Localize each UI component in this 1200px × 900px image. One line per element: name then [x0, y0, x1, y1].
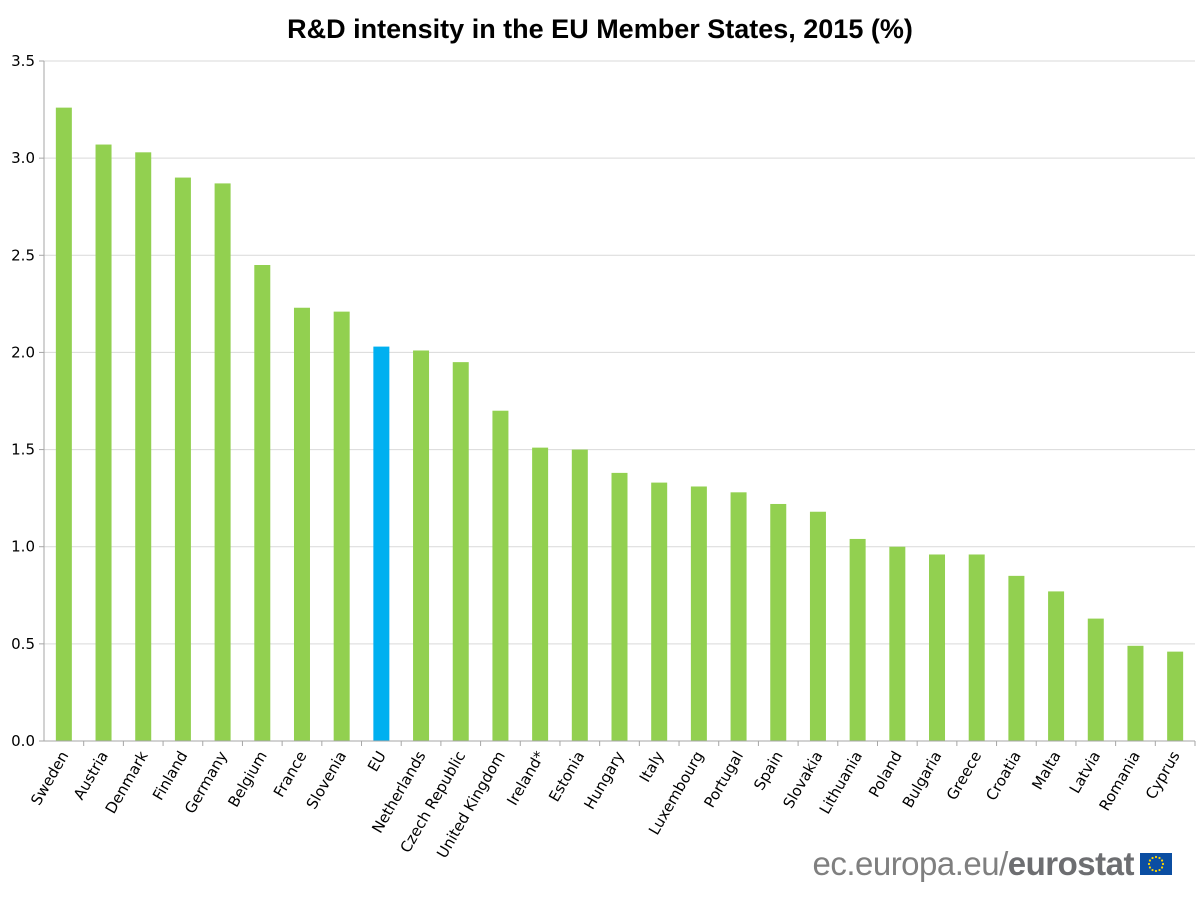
bar-latvia	[1087, 618, 1104, 741]
bar-slovakia	[809, 511, 826, 741]
bar-croatia	[1008, 575, 1025, 741]
bar-denmark	[135, 152, 152, 742]
bars	[55, 107, 1184, 742]
flag-star	[1148, 866, 1152, 869]
x-tick-label: Ireland*	[503, 748, 549, 809]
y-tick-label: 2.5	[11, 246, 35, 264]
brand-name: eurostat	[1007, 845, 1135, 882]
x-tick-label: Spain	[750, 748, 787, 793]
bar-finland	[174, 177, 191, 742]
y-tick-labels: 0.0 0.5 1.0 1.5 2.0 2.5 3.0 3.5	[11, 52, 35, 750]
flag-star	[1154, 855, 1158, 859]
bar-united-kingdom	[492, 410, 509, 741]
x-tick-label: Estonia	[545, 748, 588, 805]
chart-title: R&D intensity in the EU Member States, 2…	[287, 14, 913, 44]
flag-star	[1147, 862, 1151, 866]
bar-slovenia	[333, 311, 350, 741]
y-tick-label: 3.5	[11, 52, 35, 70]
bar-italy	[651, 482, 668, 741]
y-tick-label: 0.5	[11, 635, 35, 653]
eu-flag-icon	[1140, 853, 1172, 875]
x-tick-label: Croatia	[982, 748, 1025, 804]
bar-lithuania	[849, 538, 866, 741]
flag-star	[1154, 869, 1158, 873]
y-tick-label: 1.5	[11, 441, 35, 459]
y-tick-label: 0.0	[11, 732, 35, 750]
x-tick-label: Cyprus	[1142, 748, 1184, 803]
y-tick-label: 1.0	[11, 538, 35, 556]
flag-star	[1158, 856, 1161, 860]
x-tick-label: Bulgaria	[899, 748, 946, 811]
x-tick-label: Latvia	[1066, 748, 1104, 797]
x-tick-label: Malta	[1028, 748, 1064, 793]
bar-sweden	[55, 107, 72, 742]
bar-eu	[373, 346, 390, 741]
brand-prefix: ec.europa.eu/	[812, 845, 1008, 882]
bar-germany	[214, 183, 231, 741]
flag-star	[1151, 856, 1154, 860]
bar-romania	[1127, 645, 1144, 741]
x-tick-label: Sweden	[27, 748, 72, 808]
x-tick-label: Finland	[149, 748, 191, 803]
flag-star	[1161, 862, 1165, 866]
bar-greece	[968, 554, 985, 741]
bar-hungary	[611, 472, 628, 741]
bar-estonia	[571, 449, 588, 741]
bar-netherlands	[413, 350, 430, 741]
flag-star	[1160, 859, 1164, 862]
y-tick-label: 2.0	[11, 343, 35, 361]
bar-poland	[889, 546, 906, 741]
bar-czech-republic	[452, 362, 469, 741]
x-tick-label: Poland	[865, 748, 906, 800]
flag-star	[1151, 868, 1154, 872]
x-tick-label: Austria	[70, 748, 112, 803]
bar-belgium	[254, 265, 271, 741]
axes	[39, 60, 1196, 746]
bar-luxembourg	[690, 486, 707, 741]
brand-text: ec.europa.eu/eurostat	[812, 845, 1134, 883]
eurostat-logo: ec.europa.eu/eurostat	[812, 845, 1172, 883]
x-tick-label: Belgium	[224, 748, 270, 810]
bar-portugal	[730, 492, 747, 741]
y-tick-label: 3.0	[11, 149, 35, 167]
x-tick-label: France	[270, 748, 311, 800]
x-tick-label: EU	[364, 748, 390, 775]
flag-star	[1148, 859, 1152, 862]
bar-bulgaria	[929, 554, 946, 741]
bar-ireland	[532, 447, 549, 741]
x-tick-label: Italy	[636, 748, 668, 785]
x-tick-label: Portugal	[700, 748, 747, 811]
x-tick-label: Greece	[943, 748, 985, 803]
flag-star	[1158, 868, 1161, 872]
bar-spain	[770, 503, 787, 741]
bar-austria	[95, 144, 112, 742]
flag-star	[1160, 866, 1164, 869]
bar-cyprus	[1167, 651, 1184, 741]
bar-malta	[1048, 591, 1065, 741]
bar-france	[293, 307, 310, 741]
